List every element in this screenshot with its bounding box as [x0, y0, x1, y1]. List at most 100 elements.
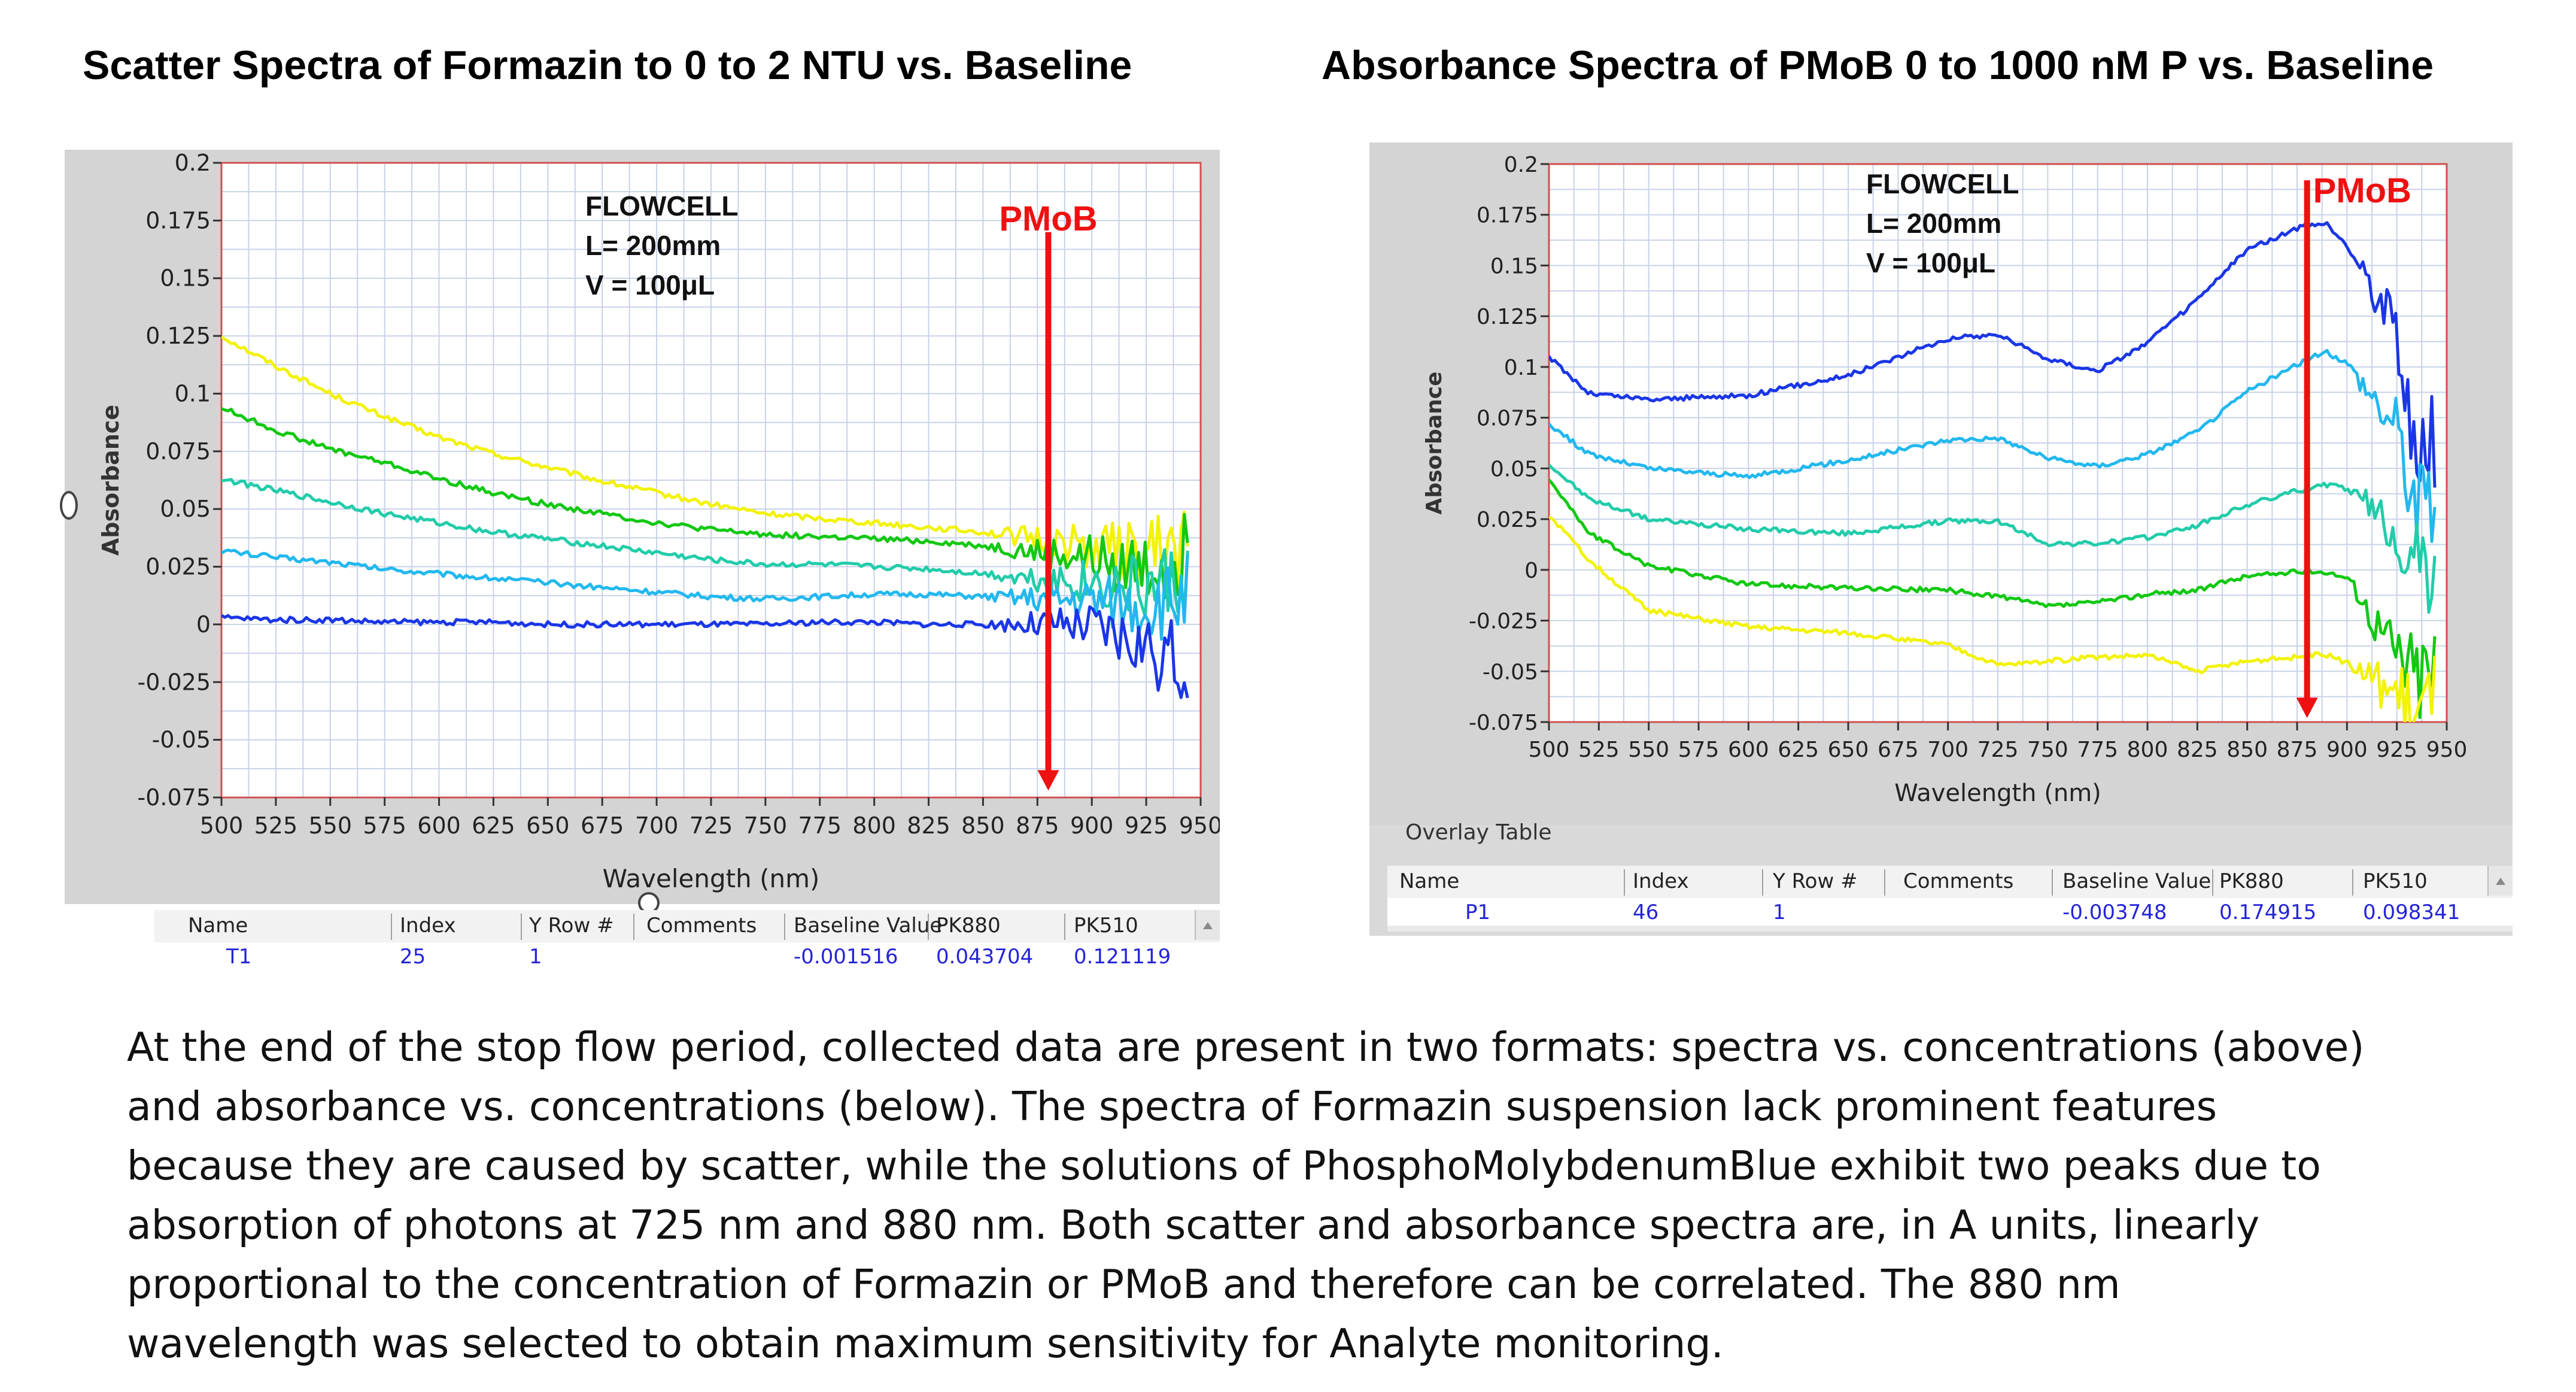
pmob-arrow-head	[1037, 770, 1059, 791]
x-tick-label: 675	[1878, 738, 1919, 762]
series-line-teal	[1549, 463, 2437, 614]
x-tick-label: 675	[581, 812, 624, 839]
col-header-pk510[interactable]: PK510	[1074, 914, 1138, 938]
series-line-yellow	[1549, 515, 2437, 722]
row-name: P1	[1465, 900, 1491, 924]
x-tick-label: 925	[2376, 738, 2417, 762]
pmob-label: PMoB	[999, 199, 1097, 238]
y-tick-label: 0.075	[1477, 407, 1538, 431]
scatter-spectra-chart: -0.075 -0.05 -0.025 0 0.025 0.05 0.075 0.1 0.125…	[98, 150, 1220, 893]
x-tick-label: 550	[1628, 738, 1669, 762]
left-overlay-table: Name Index Y Row # Comments Baseline Val…	[154, 910, 1220, 970]
y-tick-label: 0.175	[1477, 204, 1538, 228]
table-scroll-up[interactable]	[2487, 866, 2513, 896]
x-tick-label: 775	[798, 812, 842, 839]
y-tick-label: 0.125	[145, 323, 211, 349]
row-y-row: 1	[529, 945, 542, 969]
series-line-blue	[1549, 221, 2437, 488]
col-header-comments[interactable]: Comments	[1903, 869, 2014, 893]
col-header-pk510[interactable]: PK510	[2363, 869, 2428, 893]
x-tick-label: 900	[2326, 738, 2368, 762]
series-line-yellow	[221, 335, 1189, 590]
flowcell-annotation: FLOWCELL	[1866, 168, 2019, 199]
caption-paragraph: At the end of the stop flow period, coll…	[127, 1018, 2521, 1373]
left-table-header: Name Index Y Row # Comments Baseline Val…	[154, 910, 1220, 944]
y-tick-label: -0.075	[138, 784, 211, 811]
left-chart-title: Scatter Spectra of Formazin to 0 to 2 NT…	[83, 43, 1132, 88]
right-chart-panel: -0.075 -0.05 -0.025 0 0.025 0.05 0.075 0.1 0.125…	[1369, 142, 2513, 825]
y-tick-label: 0.125	[1477, 305, 1538, 329]
row-baseline: -0.003748	[2062, 900, 2167, 924]
col-header-name[interactable]: Name	[188, 914, 248, 938]
x-tick-label: 950	[1179, 812, 1220, 839]
col-header-index[interactable]: Index	[400, 914, 456, 938]
x-tick-label: 525	[1578, 738, 1620, 762]
row-pk510: 0.098341	[2363, 900, 2460, 924]
x-axis-label: Wavelength (nm)	[1894, 780, 2101, 807]
y-tick-label: 0.025	[1477, 508, 1538, 532]
x-tick-label: 500	[200, 812, 244, 839]
x-tick-label: 925	[1125, 812, 1168, 839]
series-line-blue	[221, 605, 1189, 699]
x-axis-label: Wavelength (nm)	[603, 864, 820, 893]
y-tick-label: 0	[196, 611, 211, 638]
y-tick-label: 0.1	[1504, 356, 1538, 380]
caption-line: and absorbance vs. concentrations (below…	[127, 1083, 2217, 1130]
x-tick-label: 525	[254, 812, 298, 839]
x-tick-label: 750	[2027, 738, 2068, 762]
x-tick-label: 650	[1828, 738, 1869, 762]
table-row[interactable]: T1 25 1 -0.001516 0.043704 0.121119	[154, 942, 1220, 970]
series-line-green	[1549, 478, 2437, 719]
col-header-baseline[interactable]: Baseline Value	[2062, 869, 2212, 893]
row-pk880: 0.174915	[2219, 900, 2317, 924]
col-header-pk880[interactable]: PK880	[936, 914, 1001, 938]
flowcell-annotation: V = 100μL	[585, 269, 715, 301]
row-pk510: 0.121119	[1074, 945, 1171, 969]
caption-line: absorption of photons at 725 nm and 880 …	[127, 1202, 2260, 1248]
x-tick-label: 600	[1728, 738, 1769, 762]
x-tick-label: 775	[2077, 738, 2118, 762]
x-tick-label: 500	[1529, 738, 1570, 762]
x-tick-label: 575	[363, 812, 406, 839]
x-tick-label: 625	[1778, 738, 1819, 762]
y-tick-label: 0.025	[145, 554, 211, 580]
col-header-comments[interactable]: Comments	[646, 914, 757, 938]
caption-line: At the end of the stop flow period, coll…	[127, 1024, 2365, 1070]
col-header-pk880[interactable]: PK880	[2219, 869, 2284, 893]
y-tick-label: -0.075	[1469, 711, 1538, 735]
x-tick-label: 875	[1016, 812, 1059, 839]
col-header-index[interactable]: Index	[1633, 869, 1689, 893]
y-axis-label: Absorbance	[98, 405, 124, 556]
y-tick-label: -0.05	[152, 727, 211, 753]
y-tick-label: 0.075	[145, 438, 211, 465]
x-tick-label: 650	[526, 812, 570, 839]
flowcell-annotation: FLOWCELL	[585, 190, 739, 222]
table-scroll-up[interactable]	[1195, 910, 1220, 940]
caption-line: because they are caused by scatter, whil…	[127, 1142, 2321, 1189]
x-tick-label: 575	[1678, 738, 1720, 762]
series-line-green	[221, 407, 1189, 599]
col-header-y-row[interactable]: Y Row #	[529, 914, 614, 938]
grid-lines	[221, 162, 1201, 798]
x-tick-label: 600	[417, 812, 461, 839]
chevron-up-icon	[2496, 878, 2505, 885]
series-line-teal	[221, 478, 1189, 618]
pmob-label: PMoB	[2313, 171, 2411, 210]
y-tick-label: -0.025	[1469, 609, 1538, 634]
x-tick-label: 550	[309, 812, 353, 839]
x-tick-label: 800	[2127, 738, 2168, 762]
chevron-up-icon	[1203, 922, 1213, 929]
y-axis-label: Absorbance	[1422, 372, 1447, 515]
left-panel-side-handle[interactable]	[60, 491, 78, 520]
col-header-name[interactable]: Name	[1399, 869, 1460, 893]
table-row[interactable]: P1 46 1 -0.003748 0.174915 0.098341	[1387, 898, 2513, 926]
x-tick-label: 750	[744, 812, 788, 839]
y-tick-label: 0.2	[175, 150, 211, 176]
y-tick-label: 0.2	[1504, 153, 1538, 177]
x-tick-label: 700	[1927, 738, 1969, 762]
y-tick-label: -0.025	[138, 669, 211, 695]
y-tick-label: -0.05	[1483, 660, 1538, 684]
col-header-baseline[interactable]: Baseline Value	[794, 914, 943, 938]
col-header-y-row[interactable]: Y Row #	[1773, 869, 1858, 893]
x-tick-label: 825	[907, 812, 950, 839]
